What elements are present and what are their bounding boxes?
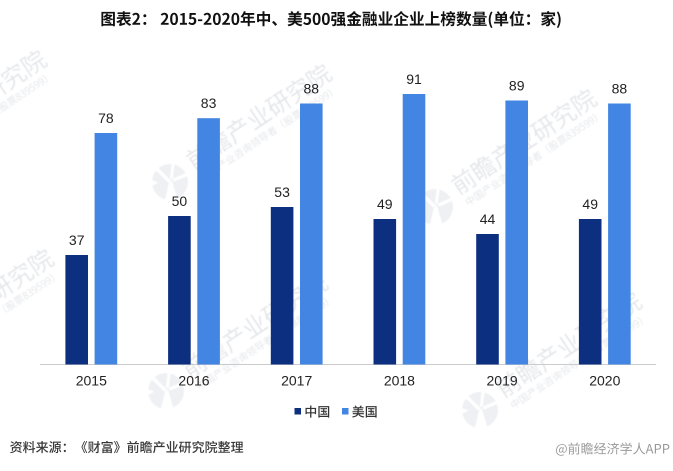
svg-text:89: 89 <box>509 78 525 94</box>
svg-text:2019: 2019 <box>487 373 518 389</box>
svg-text:78: 78 <box>98 110 114 126</box>
svg-text:49: 49 <box>377 196 393 212</box>
svg-text:83: 83 <box>201 95 217 111</box>
svg-text:2016: 2016 <box>178 373 209 389</box>
svg-text:44: 44 <box>480 211 496 227</box>
svg-text:2020: 2020 <box>589 373 620 389</box>
svg-text:49: 49 <box>582 196 598 212</box>
svg-text:2017: 2017 <box>281 373 312 389</box>
svg-text:2015: 2015 <box>76 373 107 389</box>
svg-text:88: 88 <box>612 81 628 97</box>
svg-text:37: 37 <box>69 232 85 248</box>
svg-text:91: 91 <box>406 71 422 87</box>
svg-text:88: 88 <box>304 81 320 97</box>
svg-text:53: 53 <box>274 184 290 200</box>
svg-text:50: 50 <box>172 193 188 209</box>
svg-text:2018: 2018 <box>384 373 415 389</box>
